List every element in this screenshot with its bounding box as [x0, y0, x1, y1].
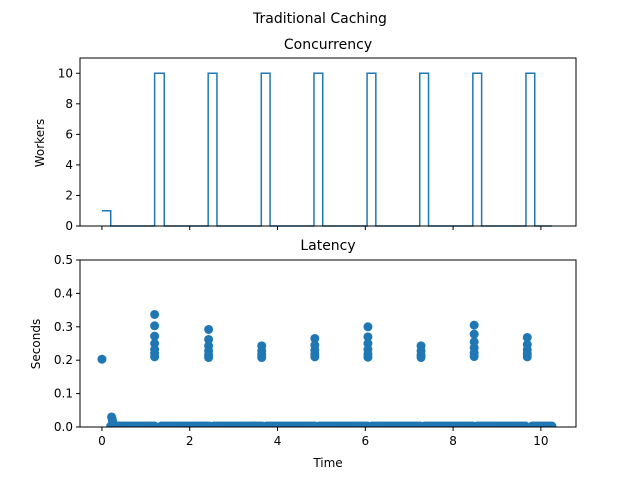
ytick-label: 0.3 — [54, 320, 73, 334]
ytick-label: 10 — [58, 66, 73, 80]
latency-point — [97, 354, 107, 364]
concurrency-title: Concurrency — [284, 37, 372, 53]
concurrency-ylabel: Workers — [33, 119, 47, 168]
latency-point — [310, 333, 320, 343]
ytick-label: 0.5 — [54, 253, 73, 267]
latency-point — [150, 321, 160, 331]
latency-marks — [97, 309, 557, 427]
latency-point — [522, 332, 532, 342]
latency-point — [469, 329, 479, 339]
latency-ticks: 0.0 0.1 0.2 0.3 0.4 0.5 0 2 4 6 8 10 — [54, 253, 549, 448]
latency-point — [522, 352, 532, 362]
latency-point — [204, 324, 214, 334]
latency-frame — [79, 259, 577, 428]
ytick-label: 0.2 — [54, 353, 73, 367]
latency-points — [97, 309, 557, 427]
latency-point — [150, 352, 160, 362]
latency-point — [150, 309, 160, 319]
latency-point — [310, 352, 320, 362]
ytick-label: 0.1 — [54, 387, 73, 401]
ytick-label: 4 — [65, 158, 73, 172]
latency-point — [257, 353, 267, 363]
latency-point — [547, 421, 557, 427]
latency-point — [469, 352, 479, 362]
latency-point — [108, 417, 118, 427]
concurrency-ticks: 0 2 4 6 8 10 — [58, 66, 542, 233]
xtick-label: 10 — [533, 434, 548, 448]
xtick-label: 6 — [361, 434, 369, 448]
figure-suptitle: Traditional Caching — [252, 11, 387, 27]
concurrency-series-line — [101, 72, 552, 227]
ytick-label: 0.4 — [54, 286, 73, 300]
latency-point — [204, 334, 214, 344]
latency-point — [416, 353, 426, 363]
latency-point — [204, 353, 214, 363]
latency-title: Latency — [300, 238, 355, 254]
ytick-label: 8 — [65, 97, 73, 111]
latency-point — [363, 332, 373, 342]
ytick-label: 0.0 — [54, 420, 73, 434]
latency-ylabel: Seconds — [29, 319, 43, 369]
latency-point — [150, 331, 160, 341]
concurrency-frame — [79, 57, 577, 227]
latency-xlabel: Time — [312, 456, 342, 470]
ytick-label: 6 — [65, 127, 73, 141]
xtick-label: 0 — [98, 434, 106, 448]
xtick-label: 8 — [449, 434, 457, 448]
concurrency-subplot: Concurrency Workers 0 2 4 6 8 10 — [33, 37, 577, 233]
xtick-label: 4 — [274, 434, 282, 448]
latency-point — [363, 352, 373, 362]
latency-point — [469, 320, 479, 330]
xtick-label: 2 — [186, 434, 194, 448]
latency-point — [363, 322, 373, 332]
latency-subplot: Latency Seconds Time 0.00.10.20.30.40.50… — [29, 238, 577, 470]
ytick-label: 0 — [65, 219, 73, 233]
ytick-label: 2 — [65, 188, 73, 202]
concurrency-marks — [101, 72, 552, 227]
